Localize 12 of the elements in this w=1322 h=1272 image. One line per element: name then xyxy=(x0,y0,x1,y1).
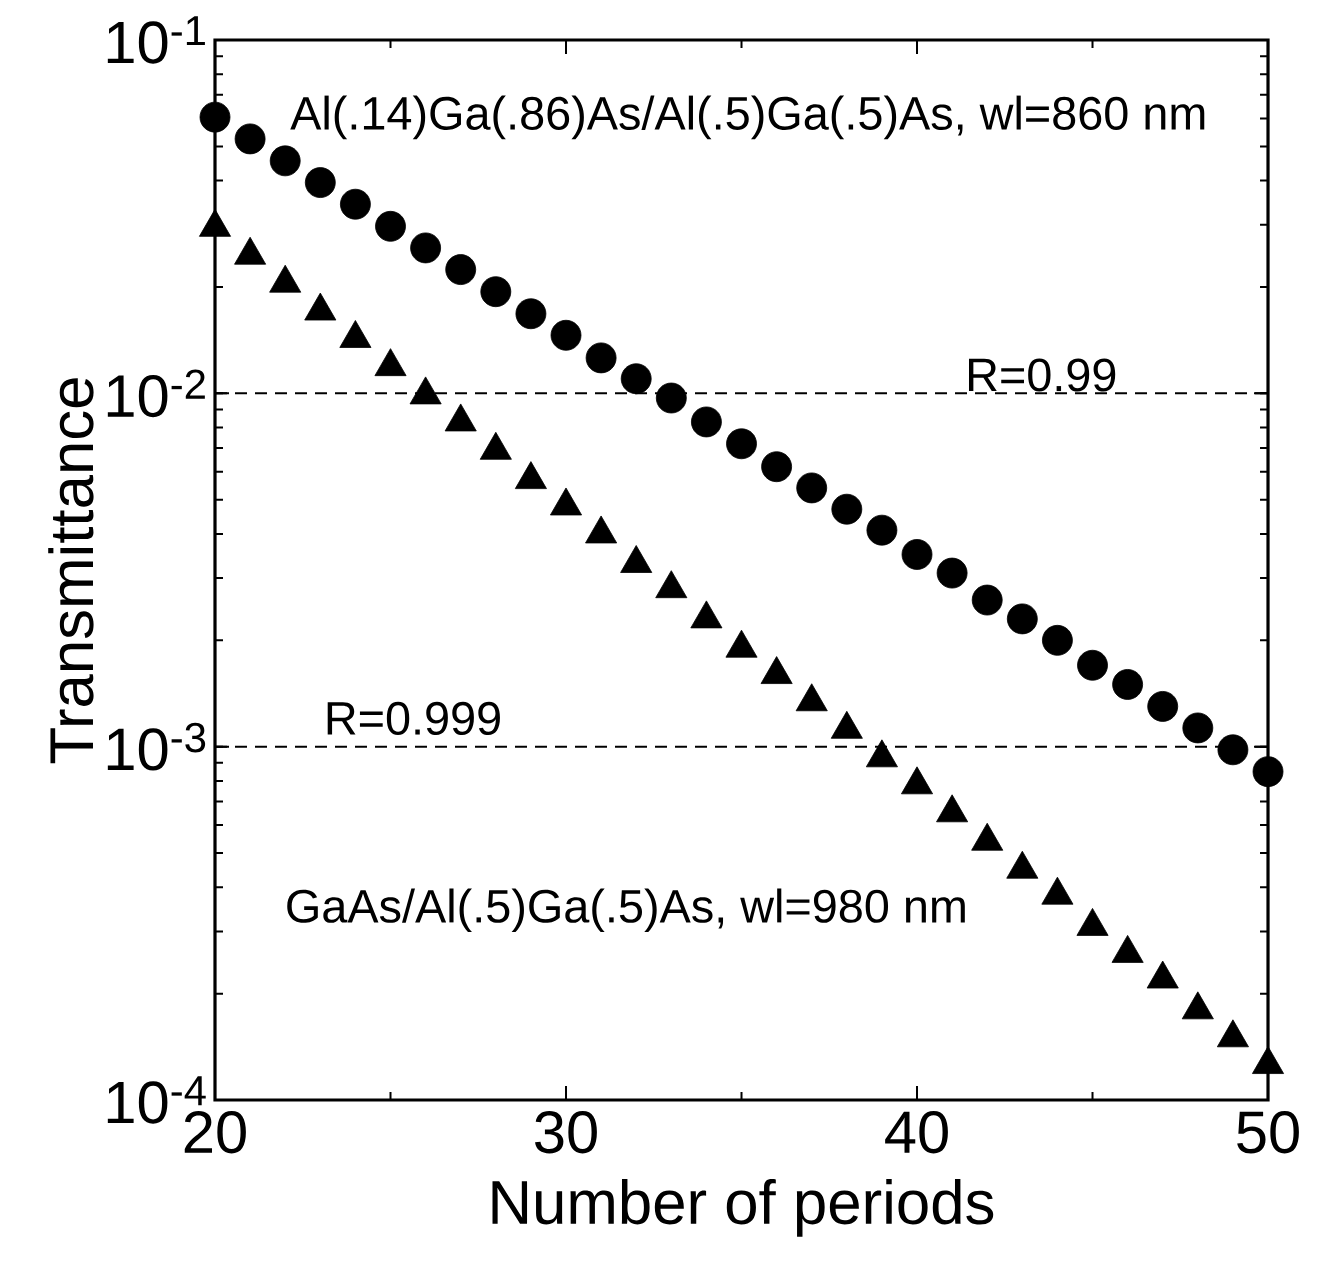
y-tick-label: 10$^{-3}$ xyxy=(107,722,206,771)
y-axis-title: Transmittance xyxy=(48,378,94,764)
annotation: GaAs/Al(.5)Ga(.5)As, wl=980 nm xyxy=(287,888,965,933)
x-tick-label: 50 xyxy=(1237,1111,1299,1154)
y-tick-label: 10$^{-2}$ xyxy=(107,369,205,418)
x-tick-label: 40 xyxy=(885,1111,948,1154)
annotation: R=0.999 xyxy=(327,701,500,735)
annotation: Al(.14)Ga(.86)As/Al(.5)Ga(.5)As, wl=860 nm xyxy=(290,95,1205,140)
x-axis-title: Number of periods xyxy=(492,1179,994,1237)
y-tick-label: 10$^{-1}$ xyxy=(107,16,205,64)
x-tick-label: 30 xyxy=(535,1111,597,1154)
annotation: R=0.99 xyxy=(968,358,1116,392)
